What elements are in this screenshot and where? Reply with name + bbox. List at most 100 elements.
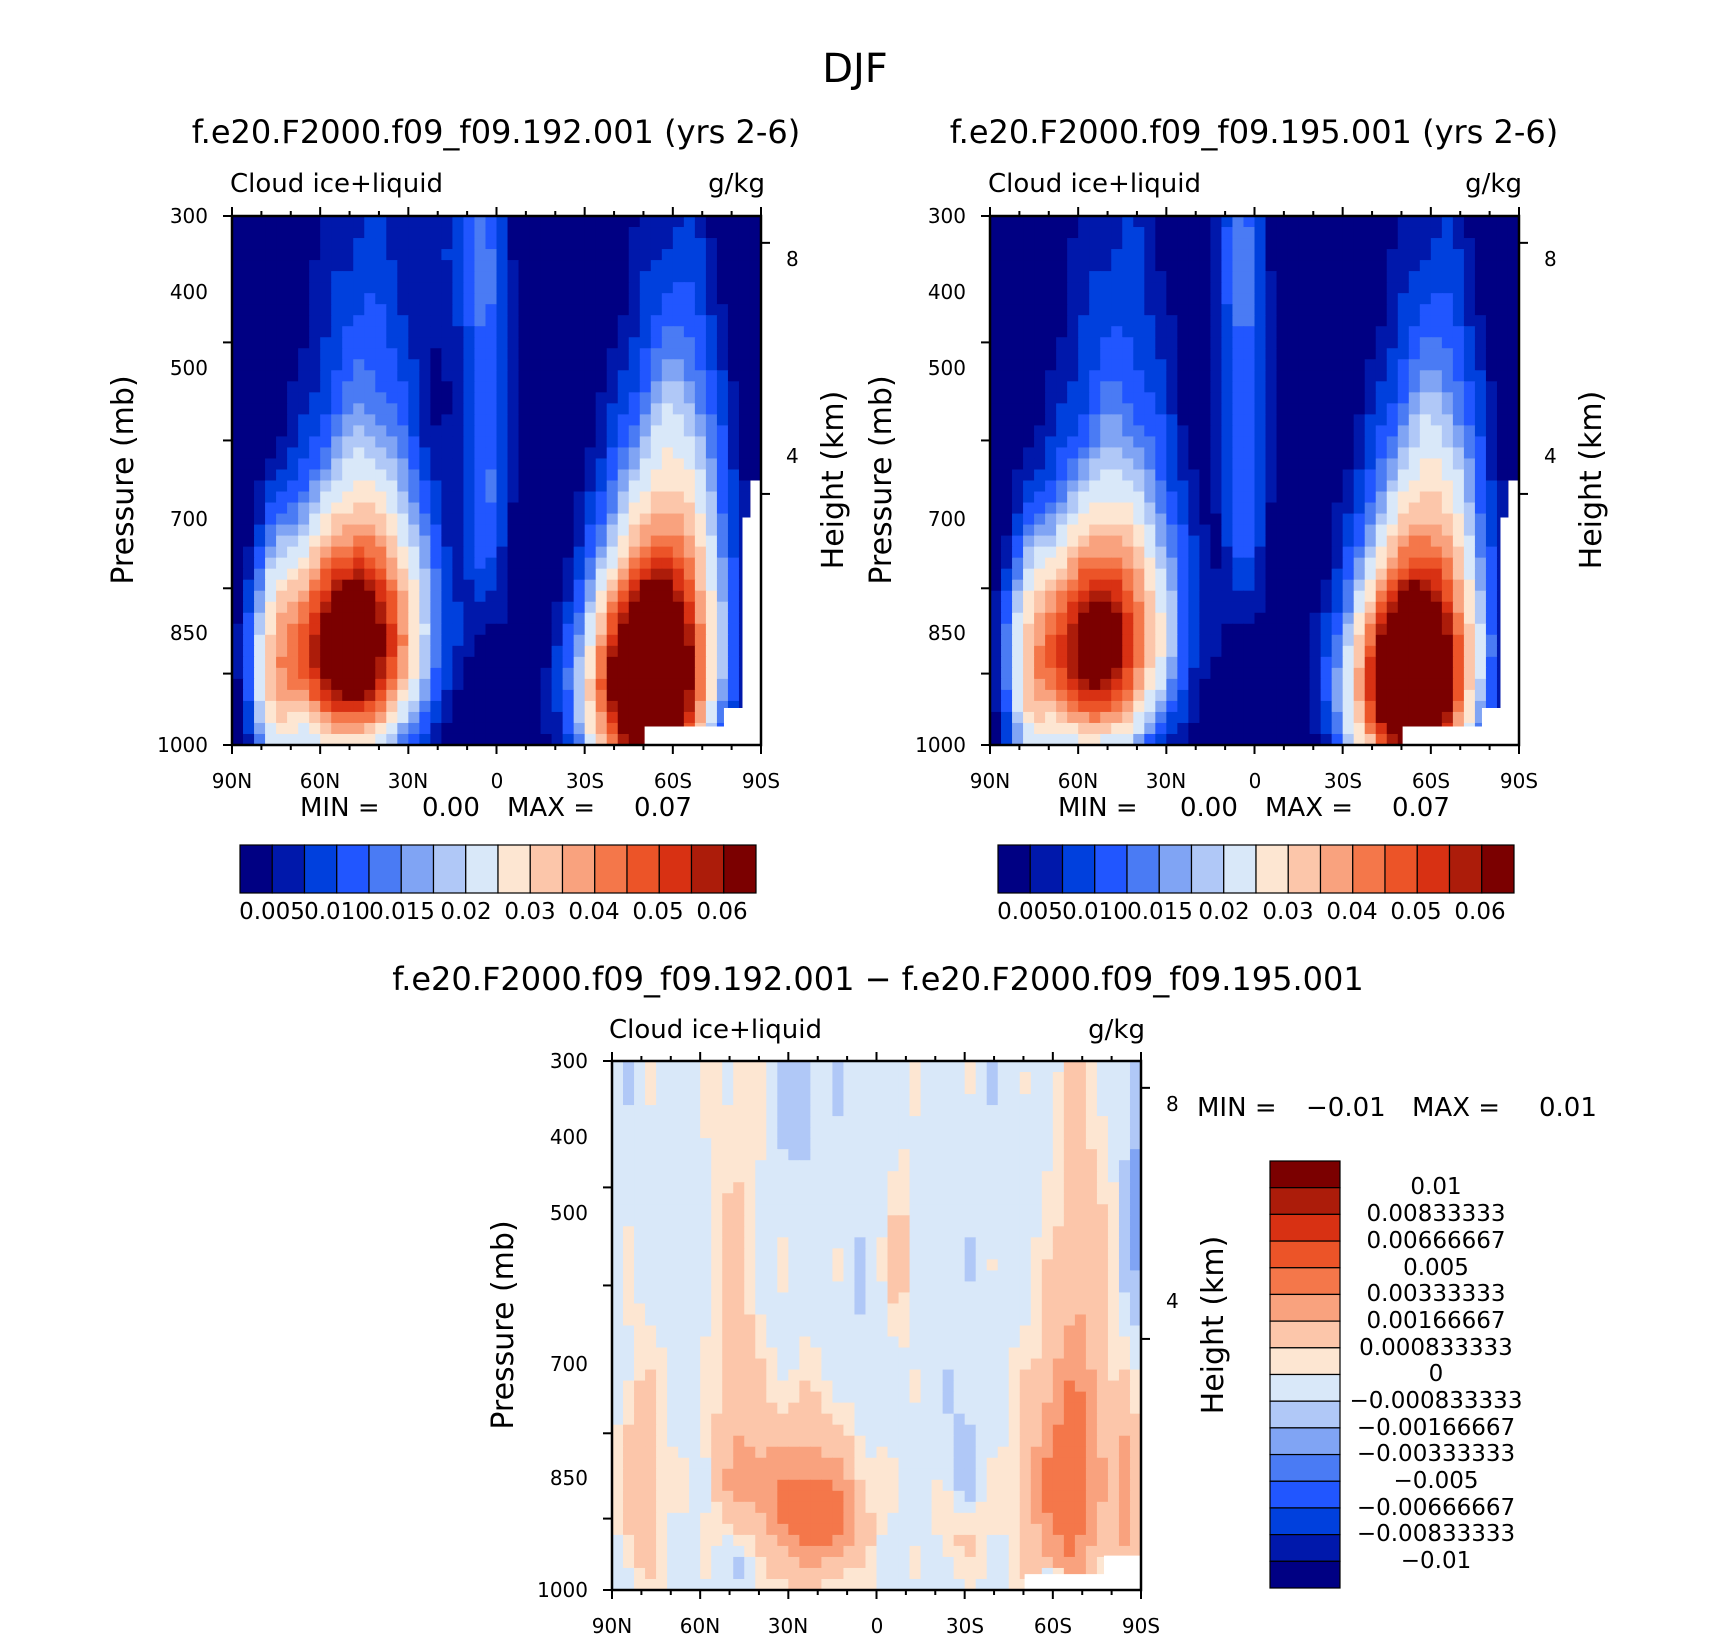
field-cell bbox=[1342, 480, 1355, 493]
field-cell bbox=[727, 315, 740, 327]
field-cell bbox=[441, 238, 454, 250]
field-cell bbox=[716, 238, 729, 250]
field-cell bbox=[1408, 337, 1421, 349]
field-cell bbox=[1056, 381, 1068, 393]
field-cell bbox=[1144, 326, 1156, 338]
field-cell bbox=[243, 392, 255, 404]
field-cell bbox=[650, 612, 663, 625]
field-cell bbox=[595, 381, 608, 393]
field-cell bbox=[1210, 480, 1223, 493]
field-cell bbox=[386, 502, 398, 515]
field-cell bbox=[1287, 656, 1300, 669]
field-cell bbox=[320, 678, 332, 691]
field-cell bbox=[1041, 1094, 1054, 1106]
field-cell bbox=[606, 436, 619, 449]
field-cell bbox=[1144, 524, 1156, 537]
field-cell bbox=[716, 546, 729, 559]
field-cell bbox=[1397, 667, 1410, 680]
field-cell bbox=[705, 458, 718, 471]
field-cell bbox=[606, 227, 619, 239]
field-cell bbox=[419, 271, 431, 283]
field-cell bbox=[705, 711, 718, 724]
field-cell bbox=[990, 568, 1002, 581]
field-cell bbox=[1397, 557, 1410, 570]
field-cell bbox=[1430, 359, 1443, 371]
field-cell bbox=[1001, 733, 1013, 746]
field-cell bbox=[705, 425, 718, 438]
field-cell bbox=[1331, 227, 1344, 239]
field-cell bbox=[1221, 304, 1234, 316]
field-cell bbox=[1265, 403, 1278, 415]
field-cell bbox=[1232, 304, 1245, 316]
field-cell bbox=[1012, 546, 1024, 559]
field-cell bbox=[298, 579, 310, 592]
field-cell bbox=[375, 326, 387, 338]
field-cell bbox=[419, 337, 431, 349]
field-cell bbox=[1342, 568, 1355, 581]
field-cell bbox=[452, 238, 465, 250]
field-cell bbox=[1386, 557, 1399, 570]
field-cell bbox=[1199, 436, 1212, 449]
field-cell bbox=[1265, 381, 1278, 393]
field-cell bbox=[1078, 502, 1090, 515]
field-cell bbox=[832, 1083, 845, 1095]
field-cell bbox=[419, 546, 431, 559]
field-cell bbox=[1199, 568, 1212, 581]
field-cell bbox=[1122, 513, 1134, 526]
field-cell bbox=[1030, 1094, 1043, 1106]
field-cell bbox=[452, 546, 465, 559]
field-cell bbox=[1408, 469, 1421, 482]
field-cell bbox=[1441, 315, 1454, 327]
field-cell bbox=[496, 271, 509, 283]
field-cell bbox=[540, 645, 553, 658]
field-cell bbox=[540, 227, 553, 239]
field-cell bbox=[298, 326, 310, 338]
field-cell bbox=[1342, 414, 1355, 426]
field-cell bbox=[727, 634, 740, 647]
field-cell bbox=[386, 392, 398, 404]
field-cell bbox=[243, 491, 255, 504]
field-cell bbox=[1441, 546, 1454, 559]
field-cell bbox=[320, 304, 332, 316]
field-cell bbox=[496, 216, 509, 228]
field-cell bbox=[1287, 359, 1300, 371]
field-cell bbox=[1430, 612, 1443, 625]
field-cell bbox=[1133, 634, 1145, 647]
field-cell bbox=[1089, 216, 1101, 228]
field-cell bbox=[551, 348, 564, 360]
field-cell bbox=[1397, 249, 1410, 261]
field-cell bbox=[397, 568, 409, 581]
field-cell bbox=[1276, 491, 1289, 504]
field-cell bbox=[1221, 524, 1234, 537]
field-cell bbox=[584, 480, 597, 493]
field-cell bbox=[1507, 381, 1520, 393]
field-cell bbox=[529, 711, 542, 724]
field-cell bbox=[276, 601, 288, 614]
field-cell bbox=[463, 436, 476, 449]
field-cell bbox=[375, 601, 387, 614]
field-cell bbox=[683, 271, 696, 283]
panel-2-colorbar-label: 0.04 bbox=[1326, 899, 1377, 925]
field-cell bbox=[990, 667, 1002, 680]
field-cell bbox=[1408, 678, 1421, 691]
field-cell bbox=[276, 282, 288, 294]
field-cell bbox=[683, 293, 696, 305]
field-cell bbox=[441, 513, 454, 526]
field-cell bbox=[1199, 381, 1212, 393]
field-cell bbox=[628, 425, 641, 438]
field-cell bbox=[452, 612, 465, 625]
field-cell bbox=[1375, 524, 1388, 537]
field-cell bbox=[1474, 271, 1487, 283]
field-cell bbox=[694, 414, 707, 426]
field-cell bbox=[1331, 304, 1344, 316]
field-cell bbox=[1012, 579, 1024, 592]
panel-2-units-label: g/kg bbox=[1465, 169, 1522, 199]
field-cell bbox=[298, 623, 310, 636]
field-cell bbox=[1078, 557, 1090, 570]
field-cell bbox=[1122, 480, 1134, 493]
field-cell bbox=[606, 700, 619, 713]
field-cell bbox=[1496, 216, 1509, 228]
field-cell bbox=[232, 700, 244, 713]
field-cell bbox=[1111, 282, 1123, 294]
field-cell bbox=[1309, 711, 1322, 724]
